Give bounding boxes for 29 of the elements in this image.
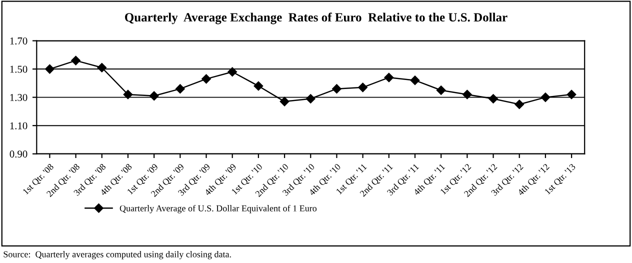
point <box>176 84 185 94</box>
point <box>462 90 472 100</box>
source-note: Source: Quarterly averages computed using daily closing data. <box>4 251 231 260</box>
point <box>566 90 576 100</box>
y-tick-label: 1.10 <box>10 122 28 130</box>
point <box>149 91 159 101</box>
y-tick-label: 1.70 <box>10 37 28 45</box>
point <box>71 56 80 66</box>
point <box>514 100 524 109</box>
legend-label: Quarterly Average of U.S. Dollar Equivalent of 1 Euro <box>120 204 317 214</box>
point <box>123 90 133 100</box>
point <box>45 64 54 74</box>
point <box>97 63 107 72</box>
point <box>280 96 290 106</box>
point <box>384 72 394 82</box>
point <box>410 76 420 85</box>
point <box>332 84 342 94</box>
point <box>540 92 550 102</box>
y-tick-label: 0.90 <box>10 150 28 158</box>
point <box>436 86 446 95</box>
point <box>228 67 237 76</box>
point <box>358 82 368 92</box>
point <box>202 74 211 84</box>
point <box>488 94 498 104</box>
point <box>254 81 264 91</box>
point <box>306 94 316 104</box>
y-tick-label: 1.30 <box>10 94 28 102</box>
chart-title: Quarterly Average Exchange Rates of Euro Relative to the U.S. Dollar <box>125 12 508 24</box>
y-tick-label: 1.50 <box>10 66 28 73</box>
